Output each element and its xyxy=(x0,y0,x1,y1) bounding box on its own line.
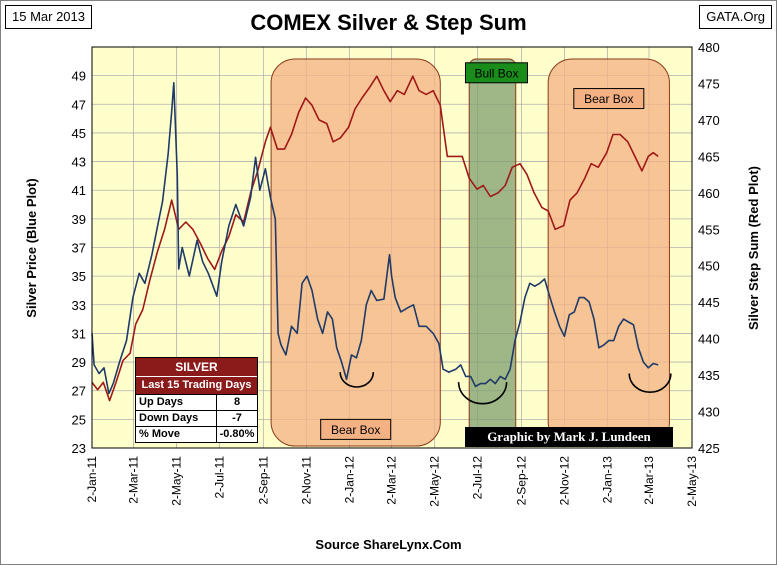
box-label: Bull Box xyxy=(474,66,518,80)
y-tick-label: 47 xyxy=(72,97,86,112)
annotation-arc xyxy=(339,372,375,388)
box-label: Bear Box xyxy=(331,423,380,437)
x-tick-label: 2-May-11 xyxy=(170,456,184,506)
stats-title: SILVER xyxy=(136,358,257,376)
x-tick-label: 2-Jul-12 xyxy=(471,456,485,500)
y-tick-label: 29 xyxy=(72,355,86,370)
x-tick-label: 2-Jan-12 xyxy=(342,456,356,504)
credit-banner: Graphic by Mark J. Lundeen xyxy=(465,427,673,447)
y2-axis-label: Silver Step Sum (Red Plot) xyxy=(746,166,761,330)
x-tick-label: 2-Jan-11 xyxy=(85,456,99,503)
y2-tick-label: 445 xyxy=(698,295,720,310)
y2-tick-label: 475 xyxy=(698,76,720,91)
stats-row-label: Down Days xyxy=(136,411,217,426)
step-sum-line xyxy=(91,75,659,402)
stats-row-value: 8 xyxy=(233,396,241,408)
x-tick-label: 2-May-12 xyxy=(428,456,442,507)
bear-box-label-bg xyxy=(573,88,645,110)
source-footer: Source ShareLynx.Com xyxy=(315,537,462,552)
y-tick-label: 35 xyxy=(72,269,86,284)
y2-tick-label: 430 xyxy=(698,405,720,420)
y-tick-label: 39 xyxy=(72,212,86,227)
y2-tick-label: 480 xyxy=(698,40,720,55)
bear-box xyxy=(547,58,670,447)
source-tag: GATA.Org xyxy=(699,5,772,29)
x-tick-label: 2-May-13 xyxy=(685,456,699,507)
bull-box xyxy=(468,58,517,447)
y-tick-label: 49 xyxy=(72,69,86,84)
stats-row-label: % Move xyxy=(136,427,217,442)
y-tick-label: 31 xyxy=(72,326,86,341)
stats-row-label: Up Days xyxy=(136,395,217,410)
y2-tick-label: 465 xyxy=(698,149,720,164)
x-tick-label: 2-Mar-12 xyxy=(385,456,399,505)
silver-price-line xyxy=(91,82,659,395)
stats-row: Up Days 8 xyxy=(136,394,257,410)
x-tick-label: 2-Sep-12 xyxy=(514,456,528,506)
y2-tick-label: 435 xyxy=(698,368,720,383)
date-tag: 15 Mar 2013 xyxy=(5,5,92,29)
stats-row: % Move -0.80% xyxy=(136,426,257,442)
y-tick-label: 27 xyxy=(72,384,86,399)
y2-tick-label: 425 xyxy=(698,441,720,456)
x-tick-label: 2-Sep-11 xyxy=(256,456,270,505)
x-tick-label: 2-Jul-11 xyxy=(213,456,227,499)
y-tick-label: 25 xyxy=(72,412,86,427)
y-axis-label: Silver Price (Blue Plot) xyxy=(24,178,39,317)
bear-box xyxy=(270,58,441,447)
x-tick-label: 2-Mar-11 xyxy=(127,456,141,504)
x-tick-label: 2-Jan-13 xyxy=(600,456,614,504)
y2-tick-label: 455 xyxy=(698,222,720,237)
y2-tick-label: 460 xyxy=(698,186,720,201)
y-tick-label: 45 xyxy=(72,126,86,141)
annotation-arc xyxy=(628,373,672,393)
y-tick-label: 41 xyxy=(72,183,86,198)
plot-border xyxy=(91,46,693,449)
y-tick-label: 37 xyxy=(72,241,86,256)
y-tick-label: 43 xyxy=(72,155,86,170)
stats-subtitle: Last 15 Trading Days xyxy=(136,376,257,394)
x-tick-label: 2-Mar-13 xyxy=(642,456,656,505)
y-tick-label: 33 xyxy=(72,298,86,313)
y2-tick-label: 440 xyxy=(698,332,720,347)
bull-box-label-bg xyxy=(464,62,528,84)
stats-row-value: -7 xyxy=(232,412,242,424)
stats-row: Down Days -7 xyxy=(136,410,257,426)
y2-tick-label: 450 xyxy=(698,259,720,274)
stats-box: SILVER Last 15 Trading Days Up Days 8 Do… xyxy=(135,357,258,443)
box-label: Bear Box xyxy=(584,92,633,106)
chart-title: COMEX Silver & Step Sum xyxy=(250,10,527,35)
stats-row-value: -0.80% xyxy=(219,428,255,440)
annotation-arc xyxy=(457,382,508,405)
bear-box-label-bg xyxy=(320,418,392,440)
y-tick-label: 23 xyxy=(72,441,86,456)
x-tick-label: 2-Nov-11 xyxy=(299,456,313,505)
y2-tick-label: 470 xyxy=(698,113,720,128)
x-tick-label: 2-Nov-12 xyxy=(557,456,571,506)
